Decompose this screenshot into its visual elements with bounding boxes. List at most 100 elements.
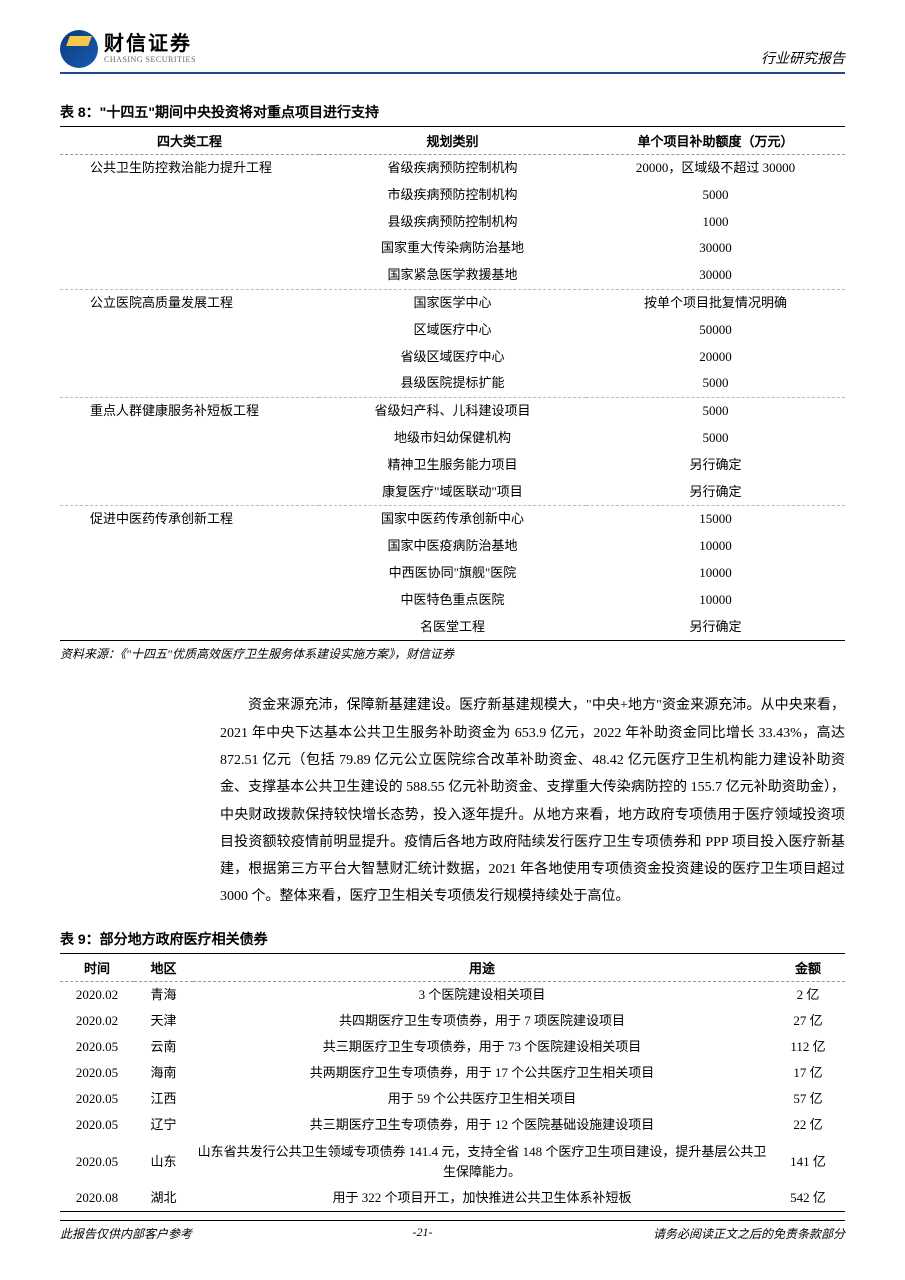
table9-cell: 山东 bbox=[134, 1139, 193, 1185]
table9: 时间 地区 用途 金额 2020.02青海3 个医院建设相关项目2 亿2020.… bbox=[60, 953, 845, 1212]
table8-group-cell bbox=[60, 533, 319, 560]
table8-value-cell: 10000 bbox=[586, 533, 845, 560]
table9-cell: 用于 59 个公共医疗卫生相关项目 bbox=[193, 1086, 771, 1112]
table9-cell: 辽宁 bbox=[134, 1112, 193, 1138]
table8: 四大类工程 规划类别 单个项目补助额度（万元） 公共卫生防控救治能力提升工程省级… bbox=[60, 126, 845, 641]
table9-cell: 共三期医疗卫生专项债券，用于 73 个医院建设相关项目 bbox=[193, 1034, 771, 1060]
table8-group-cell bbox=[60, 370, 319, 397]
table8-caption: 表 8："十四五"期间中央投资将对重点项目进行支持 bbox=[60, 102, 845, 122]
table9-cell: 湖北 bbox=[134, 1185, 193, 1212]
table-row: 区域医疗中心50000 bbox=[60, 317, 845, 344]
table9-cell: 17 亿 bbox=[771, 1060, 845, 1086]
table9-cell: 山东省共发行公共卫生领域专项债券 141.4 元，支持全省 148 个医疗卫生项… bbox=[193, 1139, 771, 1185]
table8-group-cell: 重点人群健康服务补短板工程 bbox=[60, 398, 319, 425]
table8-h2: 单个项目补助额度（万元） bbox=[586, 127, 845, 155]
table-row: 县级疾病预防控制机构1000 bbox=[60, 209, 845, 236]
table8-value-cell: 另行确定 bbox=[586, 452, 845, 479]
table8-group-cell bbox=[60, 235, 319, 262]
footer-right: 请务必阅读正文之后的免责条款部分 bbox=[653, 1225, 845, 1242]
table8-value-cell: 5000 bbox=[586, 370, 845, 397]
table-row: 省级区域医疗中心20000 bbox=[60, 344, 845, 371]
table9-cell: 542 亿 bbox=[771, 1185, 845, 1212]
table-row: 中医特色重点医院10000 bbox=[60, 587, 845, 614]
table9-cell: 2020.05 bbox=[60, 1060, 134, 1086]
table8-category-cell: 名医堂工程 bbox=[319, 614, 586, 641]
table8-category-cell: 县级医院提标扩能 bbox=[319, 370, 586, 397]
table-row: 康复医疗"域医联动"项目另行确定 bbox=[60, 479, 845, 506]
table-row: 2020.05海南共两期医疗卫生专项债券，用于 17 个公共医疗卫生相关项目17… bbox=[60, 1060, 845, 1086]
table8-value-cell: 按单个项目批复情况明确 bbox=[586, 289, 845, 316]
table-row: 县级医院提标扩能5000 bbox=[60, 370, 845, 397]
table9-h2: 用途 bbox=[193, 953, 771, 981]
table8-group-cell bbox=[60, 614, 319, 641]
table8-category-cell: 康复医疗"域医联动"项目 bbox=[319, 479, 586, 506]
table8-category-cell: 国家医学中心 bbox=[319, 289, 586, 316]
table9-cell: 共两期医疗卫生专项债券，用于 17 个公共医疗卫生相关项目 bbox=[193, 1060, 771, 1086]
table8-value-cell: 20000 bbox=[586, 344, 845, 371]
table9-cell: 141 亿 bbox=[771, 1139, 845, 1185]
table8-value-cell: 10000 bbox=[586, 560, 845, 587]
table8-value-cell: 15000 bbox=[586, 506, 845, 533]
table9-cell: 共四期医疗卫生专项债券，用于 7 项医院建设项目 bbox=[193, 1008, 771, 1034]
body-paragraph: 资金来源充沛，保障新基建建设。医疗新基建规模大，"中央+地方"资金来源充沛。从中… bbox=[60, 692, 845, 910]
table8-group-cell bbox=[60, 317, 319, 344]
table8-group-cell: 公共卫生防控救治能力提升工程 bbox=[60, 155, 319, 182]
table9-cell: 57 亿 bbox=[771, 1086, 845, 1112]
table8-source: 资料来源：《"十四五"优质高效医疗卫生服务体系建设实施方案》，财信证券 bbox=[60, 645, 845, 662]
table8-head: 四大类工程 规划类别 单个项目补助额度（万元） bbox=[60, 127, 845, 155]
table-row: 2020.08湖北用于 322 个项目开工，加快推进公共卫生体系补短板542 亿 bbox=[60, 1185, 845, 1212]
table9-cell: 青海 bbox=[134, 981, 193, 1008]
table8-category-cell: 地级市妇幼保健机构 bbox=[319, 425, 586, 452]
table8-group-cell bbox=[60, 209, 319, 236]
table8-group-cell bbox=[60, 262, 319, 289]
table9-cell: 2020.05 bbox=[60, 1112, 134, 1138]
table8-value-cell: 30000 bbox=[586, 262, 845, 289]
table-row: 公立医院高质量发展工程国家医学中心按单个项目批复情况明确 bbox=[60, 289, 845, 316]
table8-group-cell bbox=[60, 452, 319, 479]
table9-cell: 2020.05 bbox=[60, 1034, 134, 1060]
footer-center: -21- bbox=[413, 1225, 433, 1242]
logo-cn: 财信证券 bbox=[104, 34, 196, 54]
page-header: 财信证券 CHASING SECURITIES 行业研究报告 bbox=[60, 30, 845, 74]
table-row: 促进中医药传承创新工程国家中医药传承创新中心15000 bbox=[60, 506, 845, 533]
table9-head: 时间 地区 用途 金额 bbox=[60, 953, 845, 981]
table-row: 重点人群健康服务补短板工程省级妇产科、儿科建设项目5000 bbox=[60, 398, 845, 425]
table8-value-cell: 5000 bbox=[586, 398, 845, 425]
table8-group-cell bbox=[60, 344, 319, 371]
table-row: 公共卫生防控救治能力提升工程省级疾病预防控制机构20000，区域级不超过 300… bbox=[60, 155, 845, 182]
table8-body: 公共卫生防控救治能力提升工程省级疾病预防控制机构20000，区域级不超过 300… bbox=[60, 155, 845, 641]
table9-cell: 用于 322 个项目开工，加快推进公共卫生体系补短板 bbox=[193, 1185, 771, 1212]
table-row: 2020.05辽宁共三期医疗卫生专项债券，用于 12 个医院基础设施建设项目22… bbox=[60, 1112, 845, 1138]
table8-group-cell bbox=[60, 560, 319, 587]
table-row: 中西医协同"旗舰"医院10000 bbox=[60, 560, 845, 587]
table8-category-cell: 市级疾病预防控制机构 bbox=[319, 182, 586, 209]
table9-body: 2020.02青海3 个医院建设相关项目2 亿2020.02天津共四期医疗卫生专… bbox=[60, 981, 845, 1211]
table-row: 2020.02天津共四期医疗卫生专项债券，用于 7 项医院建设项目27 亿 bbox=[60, 1008, 845, 1034]
table9-cell: 3 个医院建设相关项目 bbox=[193, 981, 771, 1008]
table8-category-cell: 国家紧急医学救援基地 bbox=[319, 262, 586, 289]
table-row: 市级疾病预防控制机构5000 bbox=[60, 182, 845, 209]
table8-group-cell bbox=[60, 425, 319, 452]
table9-cell: 天津 bbox=[134, 1008, 193, 1034]
table8-category-cell: 区域医疗中心 bbox=[319, 317, 586, 344]
table9-cell: 2020.02 bbox=[60, 1008, 134, 1034]
table8-value-cell: 另行确定 bbox=[586, 479, 845, 506]
table9-cell: 2020.02 bbox=[60, 981, 134, 1008]
table8-group-cell bbox=[60, 479, 319, 506]
table8-value-cell: 50000 bbox=[586, 317, 845, 344]
page-footer: 此报告仅供内部客户参考 -21- 请务必阅读正文之后的免责条款部分 bbox=[60, 1220, 845, 1242]
table8-category-cell: 精神卫生服务能力项目 bbox=[319, 452, 586, 479]
table8-category-cell: 国家重大传染病防治基地 bbox=[319, 235, 586, 262]
body-text: 资金来源充沛，保障新基建建设。医疗新基建规模大，"中央+地方"资金来源充沛。从中… bbox=[220, 692, 845, 910]
table9-h3: 金额 bbox=[771, 953, 845, 981]
table9-cell: 2020.05 bbox=[60, 1139, 134, 1185]
table9-cell: 2 亿 bbox=[771, 981, 845, 1008]
table9-cell: 共三期医疗卫生专项债券，用于 12 个医院基础设施建设项目 bbox=[193, 1112, 771, 1138]
footer-left: 此报告仅供内部客户参考 bbox=[60, 1225, 192, 1242]
table9-cell: 2020.05 bbox=[60, 1086, 134, 1112]
table8-category-cell: 省级疾病预防控制机构 bbox=[319, 155, 586, 182]
table8-category-cell: 省级妇产科、儿科建设项目 bbox=[319, 398, 586, 425]
table-row: 国家紧急医学救援基地30000 bbox=[60, 262, 845, 289]
table8-category-cell: 县级疾病预防控制机构 bbox=[319, 209, 586, 236]
table8-group-cell: 促进中医药传承创新工程 bbox=[60, 506, 319, 533]
